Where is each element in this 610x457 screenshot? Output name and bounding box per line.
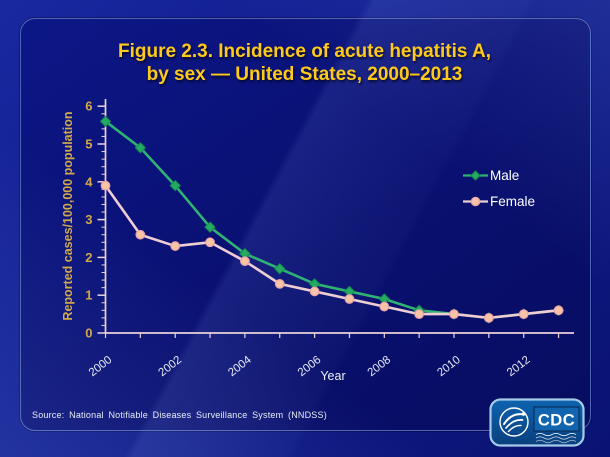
legend-item-female: Female: [462, 194, 535, 209]
flag-wave-line: [535, 432, 577, 437]
legend-item-male: Male: [462, 168, 535, 183]
male-data-point: [169, 179, 181, 192]
chart-legend: Male Female: [462, 168, 535, 209]
flag-wave-line: [535, 439, 577, 444]
chart-title-line1: Figure 2.3. Incidence of acute hepatitis…: [117, 41, 492, 62]
female-data-point: [553, 305, 564, 316]
male-data-point: [99, 115, 112, 128]
y-tick-label: 6: [85, 99, 92, 114]
male-data-point: [134, 142, 147, 154]
female-series-line: [104, 184, 560, 320]
y-tick-label: 4: [85, 174, 93, 189]
cdc-hhs-logo: CDC: [489, 398, 585, 452]
female-data-point: [483, 312, 494, 323]
male-data-point: [204, 221, 216, 233]
female-data-point: [449, 309, 459, 320]
female-data-point: [100, 180, 111, 191]
y-tick-label: 5: [85, 137, 92, 152]
y-tick-label: 2: [85, 250, 92, 265]
legend-label-male: Male: [490, 168, 520, 183]
cdc-wordmark: CDC: [533, 406, 580, 444]
female-data-point: [135, 229, 146, 240]
chart-title: Figure 2.3. Incidence of acute hepatitis…: [20, 40, 589, 86]
cdc-logo-graphic: CDC: [489, 398, 585, 447]
female-data-point: [344, 294, 355, 304]
cdc-letters: CDC: [538, 412, 575, 430]
y-tick-label: 0: [85, 326, 92, 341]
female-data-point: [414, 309, 425, 320]
y-tick-label: 3: [85, 212, 92, 227]
female-data-point: [274, 278, 285, 289]
male-series-marker-icon: [463, 170, 488, 181]
flag-wave-line: [535, 436, 577, 440]
y-tick-label: 1: [85, 288, 92, 303]
x-axis-title: Year: [320, 369, 346, 383]
source-note: Source: National Notifiable Diseases Sur…: [32, 410, 327, 420]
chart-title-line2: by sex — United States, 2000–2013: [146, 64, 463, 85]
female-data-point: [239, 256, 250, 267]
female-data-point: [518, 309, 529, 320]
male-data-point: [274, 263, 286, 275]
male-series-line: [104, 120, 560, 320]
female-data-point: [309, 286, 320, 297]
female-data-point: [379, 301, 390, 312]
female-series-marker-icon: [463, 196, 488, 207]
hhs-eagle-icon: [499, 407, 529, 437]
content-panel: [20, 18, 591, 431]
female-data-point: [170, 241, 181, 251]
female-data-point: [205, 237, 215, 248]
legend-label-female: Female: [490, 194, 536, 209]
